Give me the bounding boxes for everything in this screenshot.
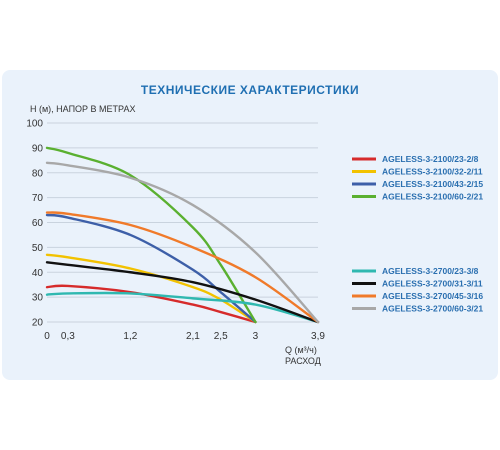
y-tick-label: 30	[32, 293, 44, 304]
series-line-4	[45, 146, 257, 324]
chart-card	[2, 70, 498, 380]
legend-label: AGELESS-3-2100/32-2/11	[382, 167, 483, 177]
series-line-8	[45, 161, 320, 324]
y-tick-label: 70	[32, 193, 44, 204]
legend-label: AGELESS-3-2700/45-3/16	[382, 291, 483, 301]
y-tick-label: 40	[32, 268, 44, 279]
legend-label: AGELESS-3-2100/60-2/21	[382, 192, 483, 202]
chart-title: ТЕХНИЧЕСКИЕ ХАРАКТЕРИСТИКИ	[141, 83, 359, 97]
y-tick-label: 50	[32, 243, 44, 254]
y-tick-label: 90	[32, 143, 44, 154]
x-tick-label: 2,1	[186, 331, 200, 342]
x-tick-label: 0,3	[61, 331, 75, 342]
y-tick-label: 20	[32, 318, 44, 329]
series-lines	[45, 146, 320, 324]
x-tick-label: 3,9	[311, 331, 325, 342]
y-axis-label: H (м), НАПОР В МЕТРАХ	[30, 104, 135, 114]
legend-label: AGELESS-3-2700/60-3/21	[382, 304, 483, 314]
x-axis-label-secondary: РАСХОД	[285, 356, 321, 366]
legend-label: AGELESS-3-2100/23-2/8	[382, 154, 479, 164]
series-line-1	[45, 284, 257, 324]
series-line-6	[45, 261, 320, 324]
x-tick-label: 2,5	[214, 331, 228, 342]
legend: AGELESS-3-2100/23-2/8 AGELESS-3-2100/32-2…	[352, 154, 483, 314]
y-tick-label: 60	[32, 218, 44, 229]
series-line-3	[45, 213, 257, 324]
series-line-7	[45, 211, 320, 324]
x-axis-ticks: 0 0,3 1,2 2,1 2,5 3 3,9	[44, 331, 325, 342]
x-tick-label: 0	[44, 331, 50, 342]
legend-label: AGELESS-3-2700/31-3/11	[382, 279, 483, 289]
x-axis-label: Q (м³/ч)	[285, 345, 317, 355]
y-tick-label: 100	[26, 119, 43, 130]
y-tick-label: 80	[32, 168, 44, 179]
y-axis-ticks: 20 30 40 50 60 70 80 90 100	[26, 119, 43, 329]
legend-label: AGELESS-3-2100/43-2/15	[382, 179, 483, 189]
x-tick-label: 1,2	[123, 331, 137, 342]
series-line-5	[45, 291, 320, 324]
legend-label: AGELESS-3-2700/23-3/8	[382, 266, 479, 276]
x-tick-label: 3	[253, 331, 259, 342]
